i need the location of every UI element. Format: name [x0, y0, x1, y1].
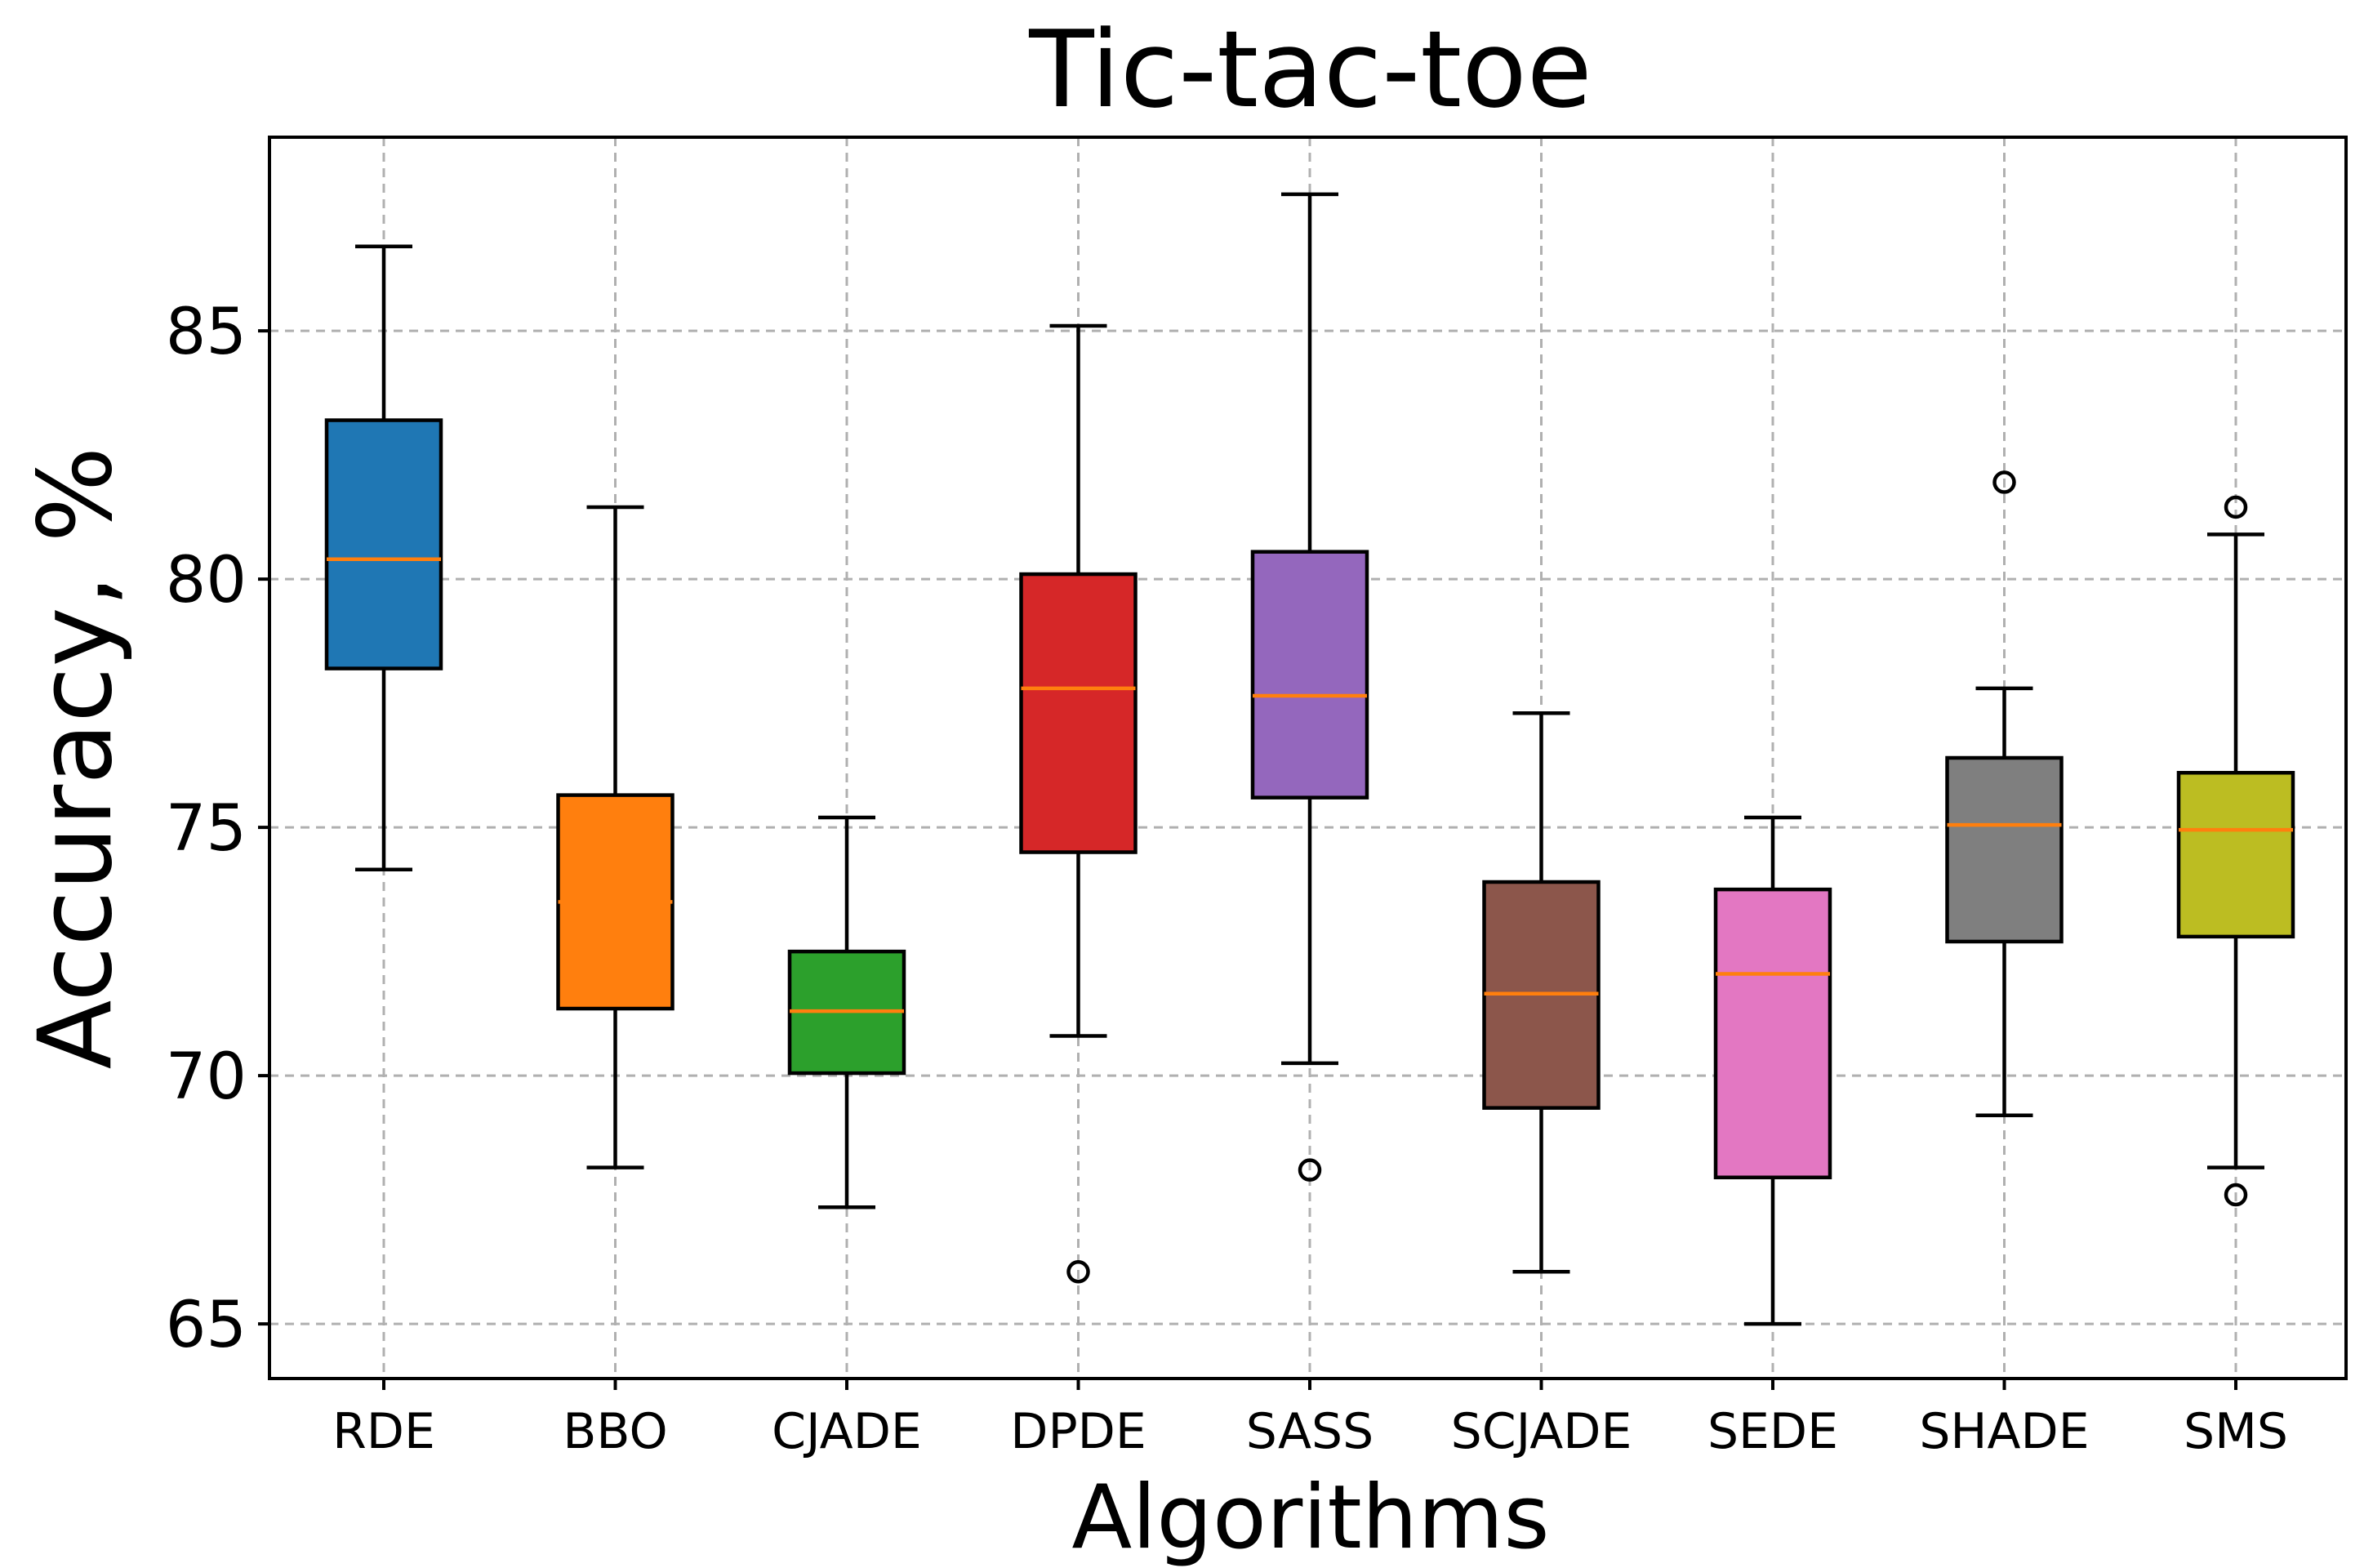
x-tick-label-sede: SEDE: [1707, 1403, 1838, 1460]
outlier-sass-1: [1298, 1158, 1322, 1182]
y-tick-label-65: 65: [166, 1289, 247, 1362]
y-tick-label-70: 70: [166, 1040, 247, 1114]
y-tick-label-75: 75: [166, 792, 247, 866]
plot-frame: [268, 136, 2348, 1380]
chart-title: Tic-tac-toe: [1028, 7, 1592, 131]
box-sass: [1250, 550, 1369, 800]
x-axis-label: Algorithms: [1071, 1467, 1549, 1568]
y-axis-label: Accuracy, %: [17, 447, 135, 1070]
x-tick-label-bbo: BBO: [563, 1403, 668, 1460]
box-group-sass: [1250, 192, 1369, 1182]
outlier-sms-1: [2224, 495, 2248, 519]
x-tick-labels: RDE BBO CJADE DPDE SASS SCJADE SEDE SHADE SMS: [332, 1379, 2288, 1460]
box-group-sede: [1713, 815, 1832, 1326]
y-tick-label-80: 80: [166, 544, 247, 617]
box-group-bbo: [556, 505, 675, 1169]
x-tick-label-rde: RDE: [332, 1403, 435, 1460]
box-group-dpde: [1019, 323, 1138, 1284]
box-group-rde: [324, 244, 443, 872]
x-tick-label-shade: SHADE: [1919, 1403, 2089, 1460]
box-group-cjade: [787, 815, 906, 1209]
box-dpde: [1019, 572, 1138, 854]
x-tick-label-cjade: CJADE: [772, 1403, 922, 1460]
box-sede: [1713, 887, 1832, 1180]
outlier-sms-2: [2224, 1183, 2248, 1207]
x-tick-label-sass: SASS: [1246, 1403, 1373, 1460]
x-tick-label-scjade: SCJADE: [1451, 1403, 1632, 1460]
box-layer: [324, 192, 2295, 1326]
box-group-shade: [1945, 470, 2064, 1118]
x-tick-label-sms: SMS: [2184, 1403, 2288, 1460]
x-tick-label-dpde: DPDE: [1010, 1403, 1146, 1460]
box-shade: [1945, 755, 2064, 944]
y-tick-labels: 65 70 75 80 85: [166, 296, 269, 1362]
box-group-sms: [2176, 495, 2295, 1207]
outlier-dpde-1: [1066, 1260, 1090, 1284]
box-rde: [324, 418, 443, 670]
box-group-scjade: [1482, 711, 1601, 1274]
outlier-shade-1: [1992, 470, 2016, 494]
box-sms: [2176, 770, 2295, 939]
y-tick-label-85: 85: [166, 296, 247, 369]
